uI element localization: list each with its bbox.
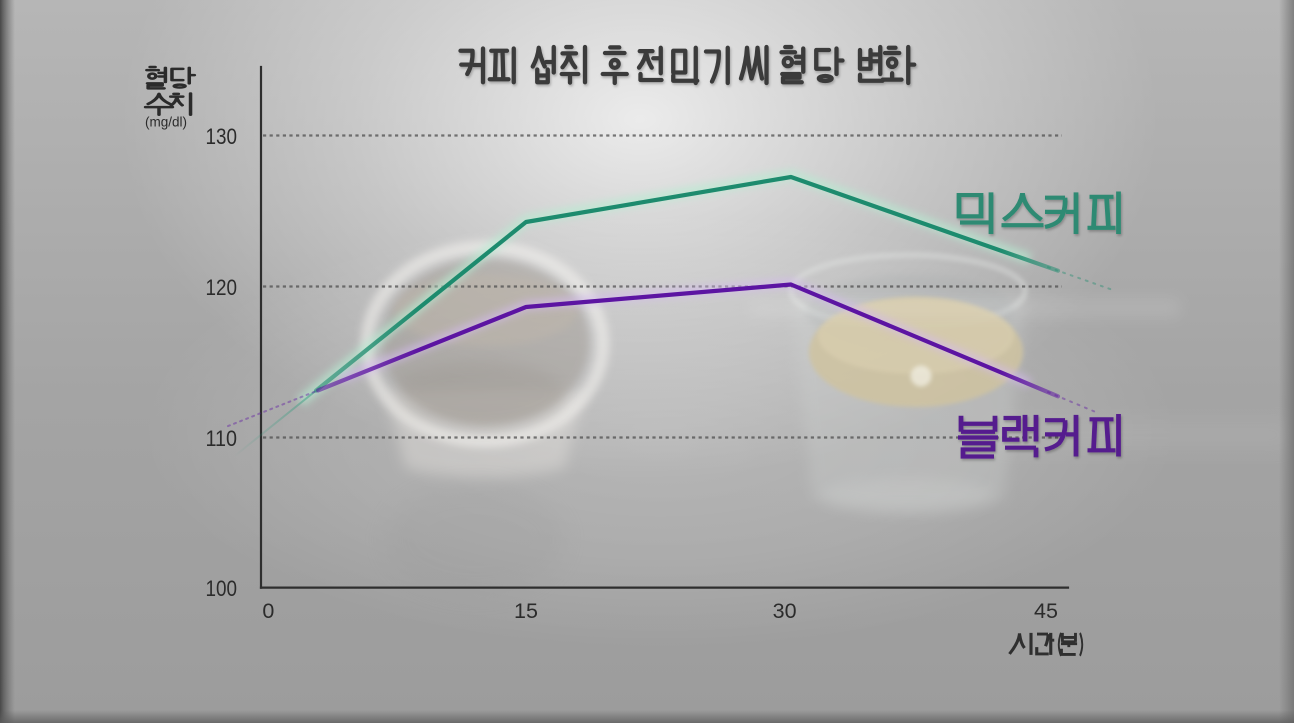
svg-text:130: 130 [206, 124, 238, 149]
svg-text:120: 120 [206, 275, 238, 300]
svg-text:15: 15 [514, 599, 538, 623]
svg-text:110: 110 [206, 426, 238, 451]
svg-text:100: 100 [206, 576, 238, 601]
svg-text:45: 45 [1034, 599, 1058, 623]
svg-text:(mg/dl): (mg/dl) [145, 115, 187, 130]
svg-text:0: 0 [262, 599, 274, 623]
svg-text:30: 30 [773, 599, 797, 623]
